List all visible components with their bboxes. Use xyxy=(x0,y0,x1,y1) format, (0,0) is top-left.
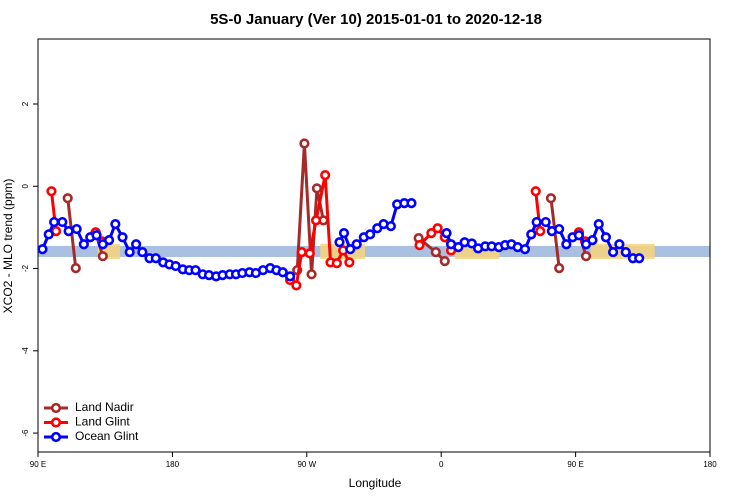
series-point xyxy=(531,216,542,228)
series-point xyxy=(519,244,531,255)
y-tick-label: -4 xyxy=(21,347,30,355)
series-point xyxy=(117,232,128,243)
reference-band xyxy=(38,245,710,258)
series-point xyxy=(573,230,584,241)
series-point xyxy=(291,280,302,291)
series-point xyxy=(344,257,355,268)
series-point xyxy=(593,219,604,230)
series-point xyxy=(439,256,450,267)
series-point xyxy=(540,216,551,228)
series-point xyxy=(620,246,631,258)
series-point xyxy=(526,229,537,240)
x-tick-label: 180 xyxy=(166,460,180,469)
series-point xyxy=(91,230,102,241)
x-tick-label: 90 E xyxy=(30,460,46,469)
series-point xyxy=(587,235,598,246)
series-point xyxy=(71,223,82,235)
series-point xyxy=(580,251,592,262)
series-point xyxy=(600,232,612,243)
series-point xyxy=(334,237,345,248)
series-point xyxy=(78,239,89,250)
legend-label: Land Glint xyxy=(75,415,130,429)
series-point xyxy=(345,244,356,255)
y-axis-label: XCO2 - MLO trend (ppm) xyxy=(1,179,15,314)
legend-label: Land Nadir xyxy=(75,400,134,414)
legend-marker xyxy=(50,431,62,443)
series-point xyxy=(131,239,142,250)
series-point xyxy=(530,186,541,197)
legend-label: Ocean Glint xyxy=(75,429,139,443)
series-point xyxy=(554,223,565,235)
series-point xyxy=(614,239,625,250)
series-point xyxy=(441,228,452,239)
series-point xyxy=(351,239,362,250)
series-point xyxy=(466,238,477,249)
y-tick-label: -2 xyxy=(21,264,30,272)
series-point xyxy=(607,246,619,258)
x-tick-label: 180 xyxy=(703,460,717,469)
series-point xyxy=(37,244,48,255)
series-point xyxy=(414,239,425,251)
series-point xyxy=(110,219,121,230)
series-point xyxy=(426,228,437,239)
series-point xyxy=(49,216,60,228)
series-point xyxy=(554,263,565,274)
series-point xyxy=(311,183,323,194)
x-tick-label: 90 W xyxy=(297,460,316,469)
series-point xyxy=(385,221,396,232)
series-point xyxy=(97,251,108,262)
series-point xyxy=(124,246,135,258)
series-point xyxy=(63,226,74,237)
series-point xyxy=(46,186,57,197)
series-point xyxy=(284,271,296,282)
series-point xyxy=(43,229,54,240)
series-point xyxy=(296,246,307,258)
series-point xyxy=(103,235,115,246)
legend-marker xyxy=(50,402,62,414)
series-point xyxy=(310,215,322,226)
series-point xyxy=(320,170,331,181)
series-point xyxy=(150,253,161,264)
y-tick-label: 2 xyxy=(21,101,30,106)
series-point xyxy=(190,265,201,276)
series-point xyxy=(306,269,317,280)
series-point xyxy=(453,242,464,253)
series-point xyxy=(57,216,68,228)
series-point xyxy=(432,223,443,234)
series-point xyxy=(430,246,441,258)
series-point xyxy=(365,229,376,240)
plot-frame xyxy=(37,38,711,453)
series-point xyxy=(304,248,315,259)
x-tick-label: 0 xyxy=(439,460,444,469)
series-point xyxy=(338,228,350,239)
series-point xyxy=(137,246,148,258)
y-tick-label: -6 xyxy=(21,429,30,437)
series-point xyxy=(545,193,557,204)
series-point xyxy=(634,253,645,264)
series-point xyxy=(331,258,342,269)
y-tick-label: 0 xyxy=(21,183,30,188)
series-point xyxy=(561,239,572,250)
x-tick-label: 90 E xyxy=(567,460,583,469)
x-axis-label: Longitude xyxy=(349,476,402,490)
series-point xyxy=(406,198,417,209)
series-point xyxy=(277,267,288,278)
chart-title: 5S-0 January (Ver 10) 2015-01-01 to 2020… xyxy=(210,11,542,28)
series-point xyxy=(299,138,310,149)
series-point xyxy=(70,263,81,274)
series-point xyxy=(62,193,73,204)
legend-marker xyxy=(50,417,62,428)
series-point xyxy=(535,226,546,237)
